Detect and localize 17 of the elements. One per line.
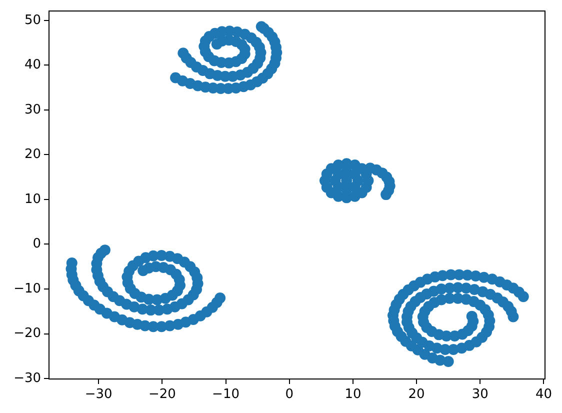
x-tick-label: −30 xyxy=(84,387,112,402)
y-tick-label: 50 xyxy=(24,12,41,28)
x-tick-label: −20 xyxy=(148,387,176,402)
x-tick-label: 30 xyxy=(472,387,488,402)
y-tick-label: −10 xyxy=(14,281,41,296)
x-tick-label: 10 xyxy=(344,387,362,402)
x-tick-label: 20 xyxy=(408,387,425,402)
x-tick-label: −10 xyxy=(212,387,240,402)
x-tick-label: 0 xyxy=(285,387,294,402)
y-tick-label: 10 xyxy=(24,192,41,207)
y-tick-label: −30 xyxy=(14,370,41,386)
y-tick-label: 40 xyxy=(24,58,41,73)
y-tick-label: −20 xyxy=(14,326,41,342)
x-tick-label: 40 xyxy=(535,387,552,402)
y-tick-label: 0 xyxy=(32,236,41,252)
y-tick-label: 30 xyxy=(24,102,41,118)
y-tick-label: 20 xyxy=(24,147,41,162)
